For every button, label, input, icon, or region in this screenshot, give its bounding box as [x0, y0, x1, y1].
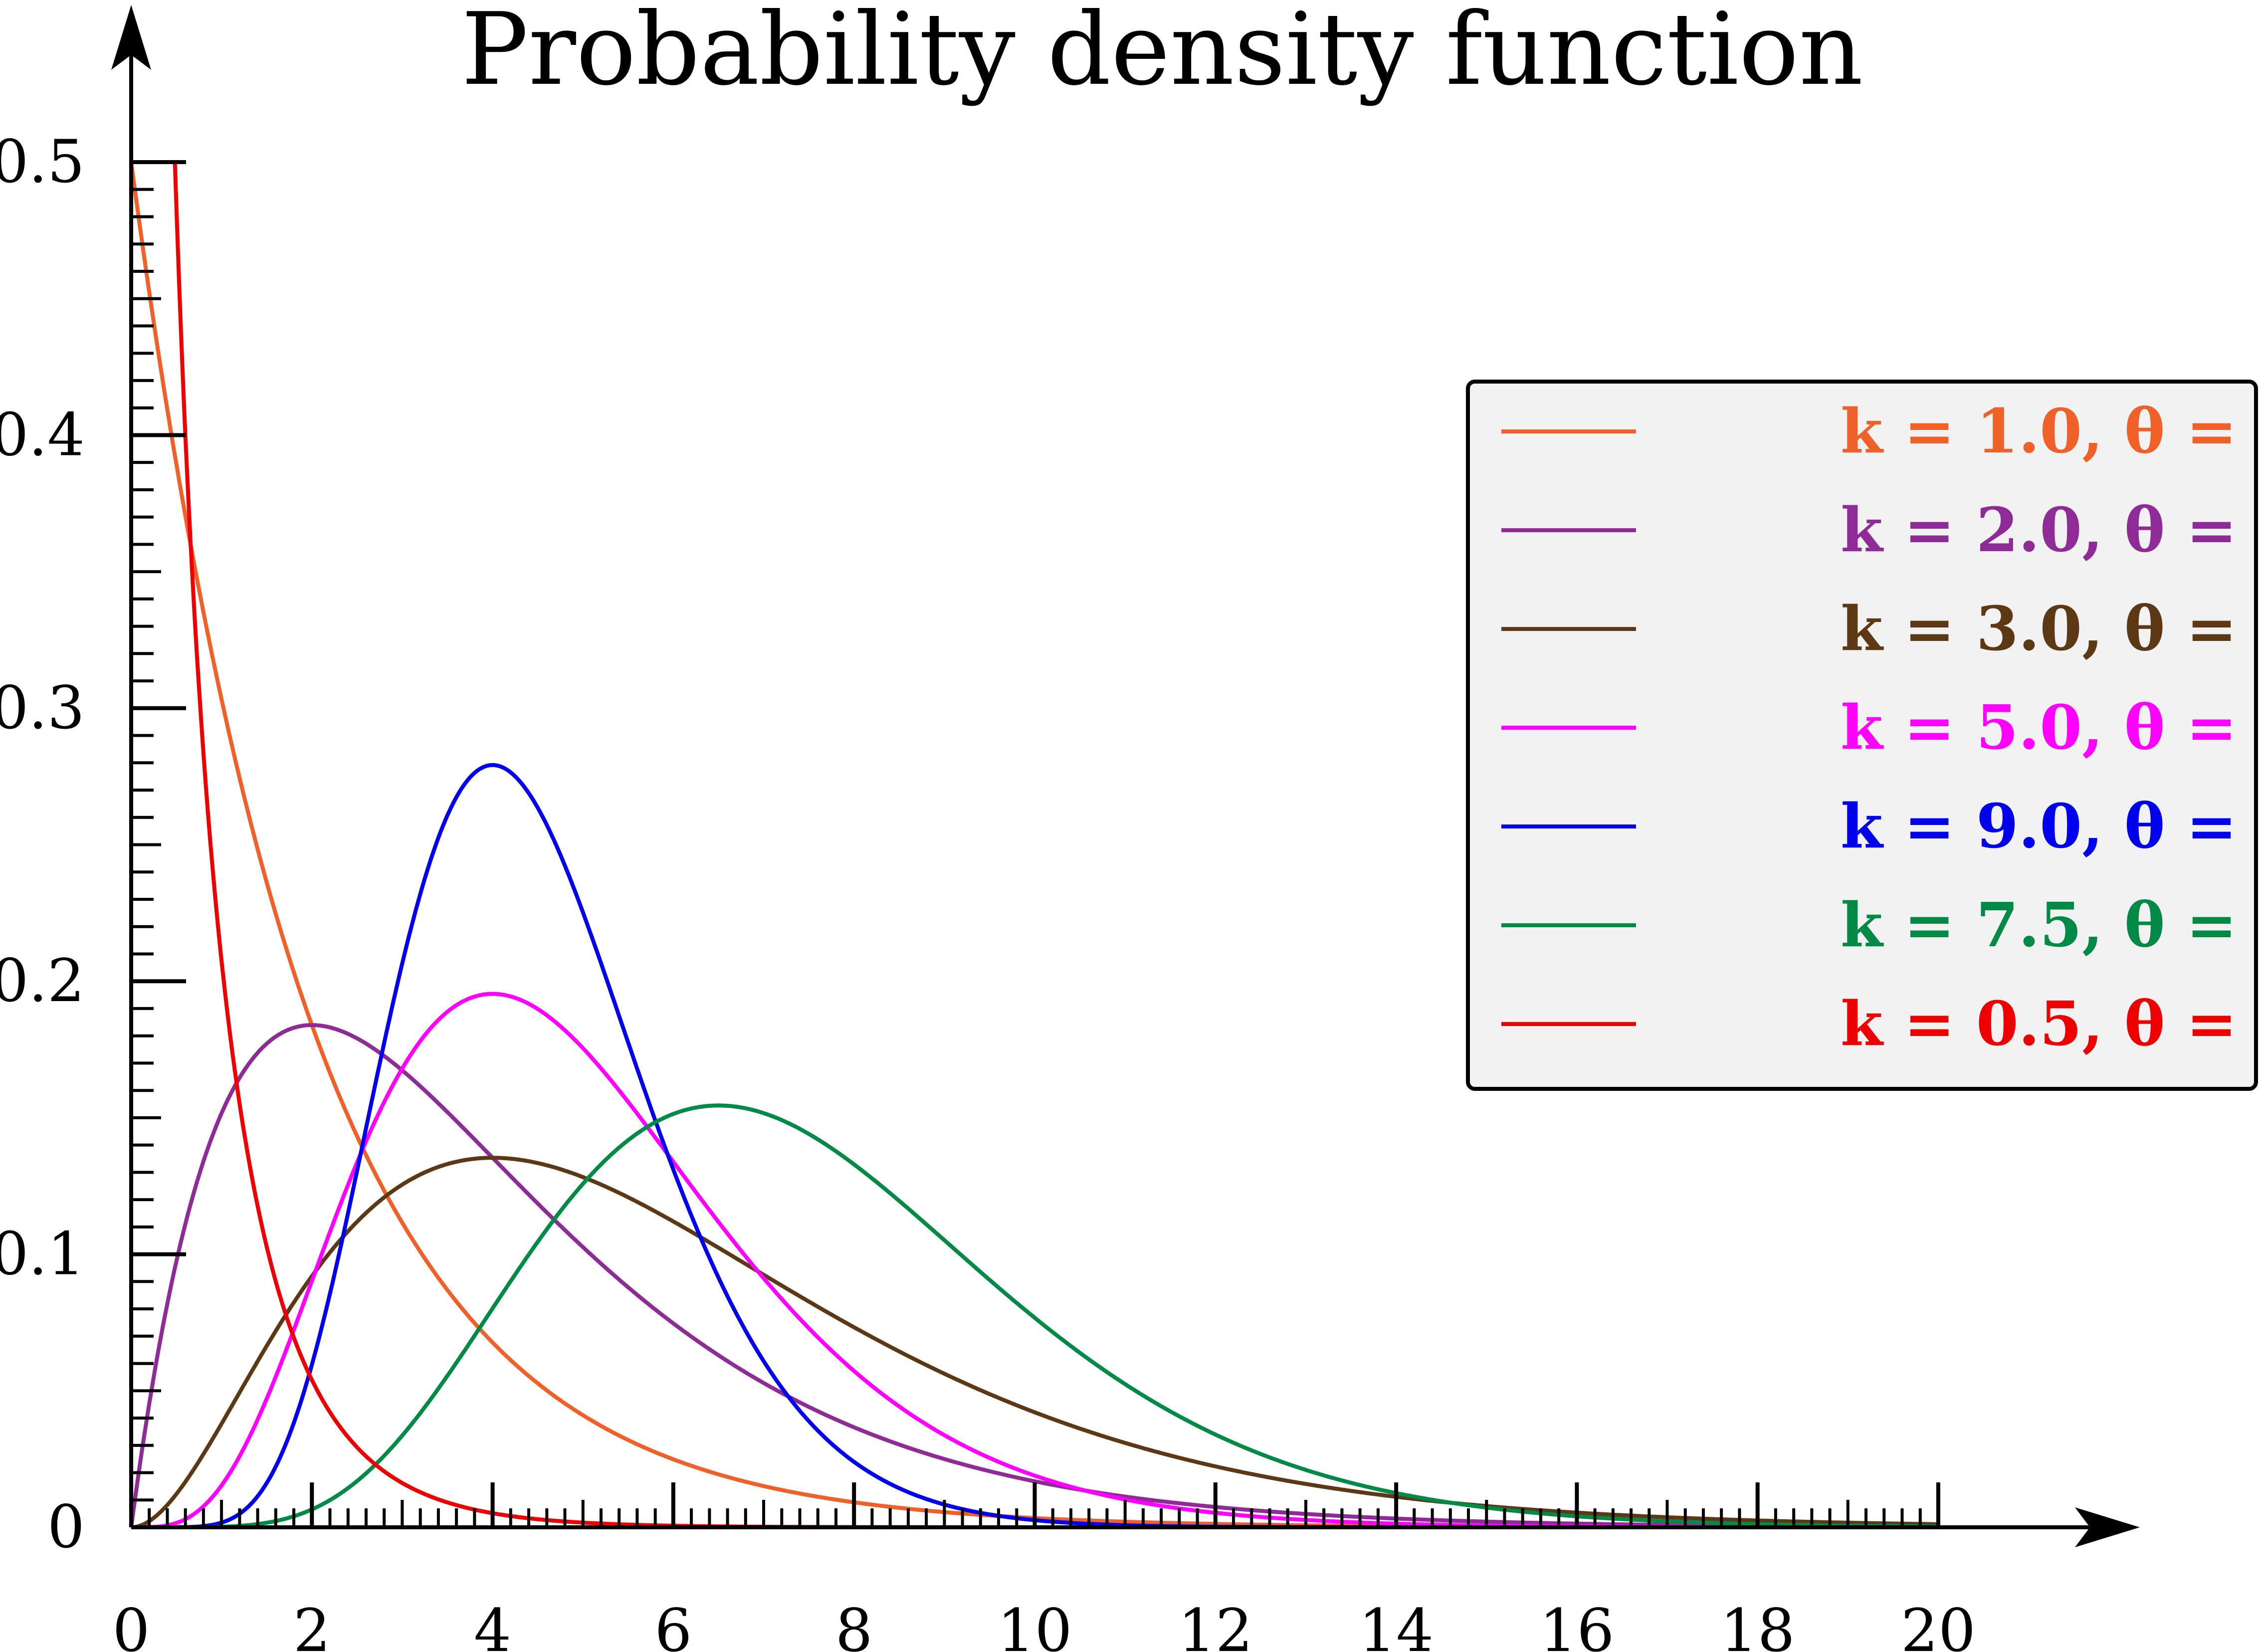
y-tick-label: 0.2	[0, 946, 85, 1015]
x-tick-labels: 0 2 4 6 8 10 12 14 16 18 20	[112, 1596, 1976, 1652]
x-tick-label: 2	[293, 1596, 331, 1652]
x-tick-label: 0	[112, 1596, 150, 1652]
legend-label: k = 5.0, θ = 1.0	[1841, 691, 2259, 763]
y-tick-labels: 0 0.1 0.2 0.3 0.4 0.5	[0, 127, 85, 1561]
legend-items: k = 1.0, θ = 2.0 k = 2.0, θ = 2.0 k = 3.0,…	[1501, 395, 2259, 1059]
axes	[111, 5, 2140, 1547]
legend-label: k = 1.0, θ = 2.0	[1841, 395, 2259, 467]
y-tick-label: 0.3	[0, 673, 85, 742]
x-tick-label: 8	[835, 1596, 873, 1652]
x-ticks	[148, 1482, 1940, 1527]
x-tick-label: 18	[1720, 1596, 1795, 1652]
x-tick-label: 16	[1539, 1596, 1614, 1652]
legend-label: k = 9.0, θ = 0.5	[1841, 790, 2259, 862]
y-axis-arrow-icon	[111, 5, 151, 70]
x-tick-label: 4	[474, 1596, 511, 1652]
y-ticks	[131, 160, 186, 1502]
series-line-3	[131, 1156, 1939, 1529]
x-tick-label: 14	[1359, 1596, 1434, 1652]
series-line-6	[131, 1103, 1939, 1529]
y-tick-label: 0.4	[0, 400, 85, 469]
y-tick-label: 0	[47, 1492, 85, 1561]
chart-title: Probability density function	[461, 0, 1863, 108]
legend-label: k = 7.5, θ = 1.0	[1841, 889, 2259, 961]
legend-label: k = 0.5, θ = 1.0	[1841, 988, 2259, 1059]
x-tick-label: 10	[997, 1596, 1072, 1652]
x-tick-label: 6	[654, 1596, 692, 1652]
legend-label: k = 3.0, θ = 2.0	[1841, 593, 2259, 664]
legend-box	[1466, 380, 2258, 1091]
series-line-2	[129, 1023, 1939, 1529]
x-tick-label: 20	[1901, 1596, 1976, 1652]
legend-label: k = 2.0, θ = 2.0	[1841, 494, 2259, 566]
x-axis-arrow-icon	[2075, 1507, 2140, 1547]
y-tick-label: 0.5	[0, 127, 85, 196]
y-tick-label: 0.1	[0, 1220, 85, 1288]
x-tick-label: 12	[1178, 1596, 1253, 1652]
legend: k = 1.0, θ = 2.0 k = 2.0, θ = 2.0 k = 3.0,…	[1466, 380, 2259, 1091]
